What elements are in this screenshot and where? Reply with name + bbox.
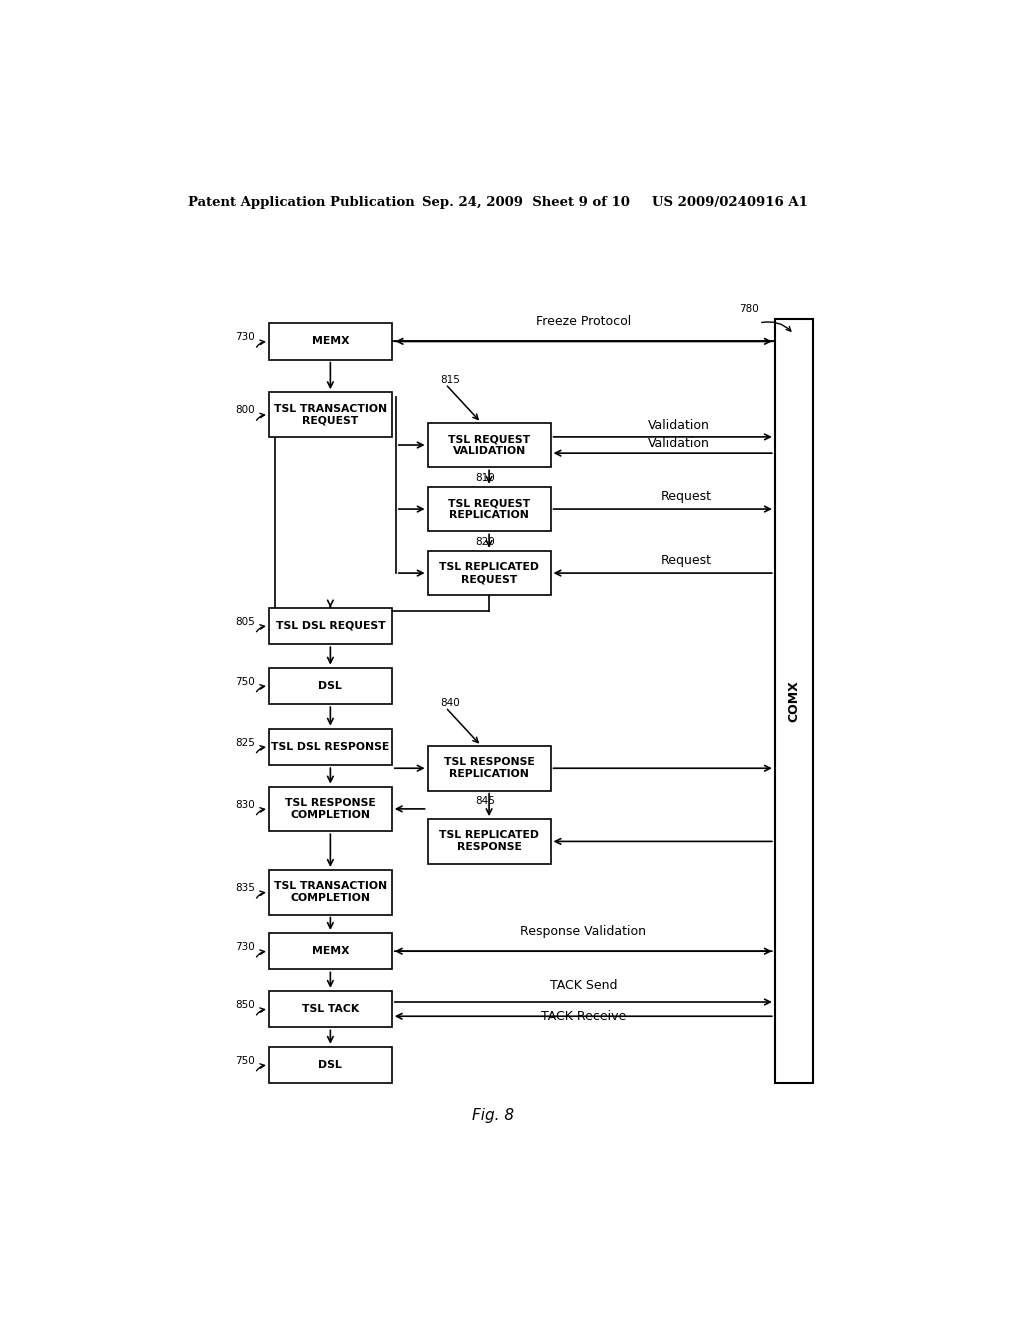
- Text: TSL TACK: TSL TACK: [302, 1005, 359, 1014]
- FancyBboxPatch shape: [269, 933, 392, 969]
- Text: 840: 840: [440, 698, 460, 709]
- Text: Validation: Validation: [647, 437, 710, 450]
- FancyBboxPatch shape: [269, 991, 392, 1027]
- Text: 730: 730: [236, 333, 255, 342]
- Text: 825: 825: [236, 738, 255, 748]
- FancyBboxPatch shape: [428, 818, 551, 863]
- Text: COMX: COMX: [787, 680, 801, 722]
- Text: 830: 830: [236, 800, 255, 810]
- Text: TSL REQUEST
REPLICATION: TSL REQUEST REPLICATION: [449, 498, 530, 520]
- Text: 820: 820: [475, 537, 495, 546]
- FancyBboxPatch shape: [269, 607, 392, 644]
- Text: 730: 730: [236, 942, 255, 952]
- FancyBboxPatch shape: [269, 787, 392, 832]
- FancyBboxPatch shape: [269, 668, 392, 704]
- Text: TACK Receive: TACK Receive: [541, 1010, 626, 1023]
- Text: Fig. 8: Fig. 8: [472, 1109, 514, 1123]
- Text: TSL RESPONSE
COMPLETION: TSL RESPONSE COMPLETION: [285, 797, 376, 820]
- Text: TSL REQUEST
VALIDATION: TSL REQUEST VALIDATION: [449, 434, 530, 455]
- Text: Patent Application Publication: Patent Application Publication: [187, 195, 415, 209]
- Text: TSL REPLICATED
REQUEST: TSL REPLICATED REQUEST: [439, 562, 539, 583]
- FancyBboxPatch shape: [269, 870, 392, 915]
- Text: 845: 845: [475, 796, 495, 805]
- Text: 815: 815: [440, 375, 460, 385]
- Text: 810: 810: [475, 473, 495, 483]
- Text: Sep. 24, 2009  Sheet 9 of 10: Sep. 24, 2009 Sheet 9 of 10: [422, 195, 630, 209]
- FancyBboxPatch shape: [428, 487, 551, 532]
- Text: DSL: DSL: [318, 1060, 342, 1071]
- Text: Request: Request: [662, 554, 712, 568]
- FancyBboxPatch shape: [775, 319, 813, 1084]
- Text: TSL DSL REQUEST: TSL DSL REQUEST: [275, 620, 385, 631]
- Text: DSL: DSL: [318, 681, 342, 690]
- Text: Freeze Protocol: Freeze Protocol: [536, 315, 631, 329]
- Text: TSL TRANSACTION
COMPLETION: TSL TRANSACTION COMPLETION: [273, 882, 387, 903]
- FancyBboxPatch shape: [269, 1047, 392, 1084]
- FancyBboxPatch shape: [428, 422, 551, 467]
- Text: US 2009/0240916 A1: US 2009/0240916 A1: [652, 195, 808, 209]
- Text: TSL TRANSACTION
REQUEST: TSL TRANSACTION REQUEST: [273, 404, 387, 425]
- Text: 750: 750: [236, 1056, 255, 1067]
- Text: TSL REPLICATED
RESPONSE: TSL REPLICATED RESPONSE: [439, 830, 539, 853]
- Text: 850: 850: [236, 1001, 255, 1010]
- Text: Request: Request: [662, 490, 712, 503]
- FancyBboxPatch shape: [428, 746, 551, 791]
- Text: 800: 800: [236, 405, 255, 416]
- Text: 780: 780: [739, 304, 759, 314]
- Text: 750: 750: [236, 677, 255, 686]
- Text: TSL DSL RESPONSE: TSL DSL RESPONSE: [271, 742, 389, 752]
- Text: 835: 835: [236, 883, 255, 894]
- FancyBboxPatch shape: [428, 550, 551, 595]
- Text: TSL RESPONSE
REPLICATION: TSL RESPONSE REPLICATION: [443, 758, 535, 779]
- FancyBboxPatch shape: [269, 323, 392, 359]
- FancyBboxPatch shape: [269, 392, 392, 437]
- Text: MEMX: MEMX: [311, 946, 349, 956]
- FancyBboxPatch shape: [269, 729, 392, 766]
- Text: Validation: Validation: [647, 418, 710, 432]
- Text: MEMX: MEMX: [311, 337, 349, 346]
- Text: Response Validation: Response Validation: [520, 925, 646, 939]
- Text: TACK Send: TACK Send: [550, 979, 617, 991]
- Text: 805: 805: [236, 616, 255, 627]
